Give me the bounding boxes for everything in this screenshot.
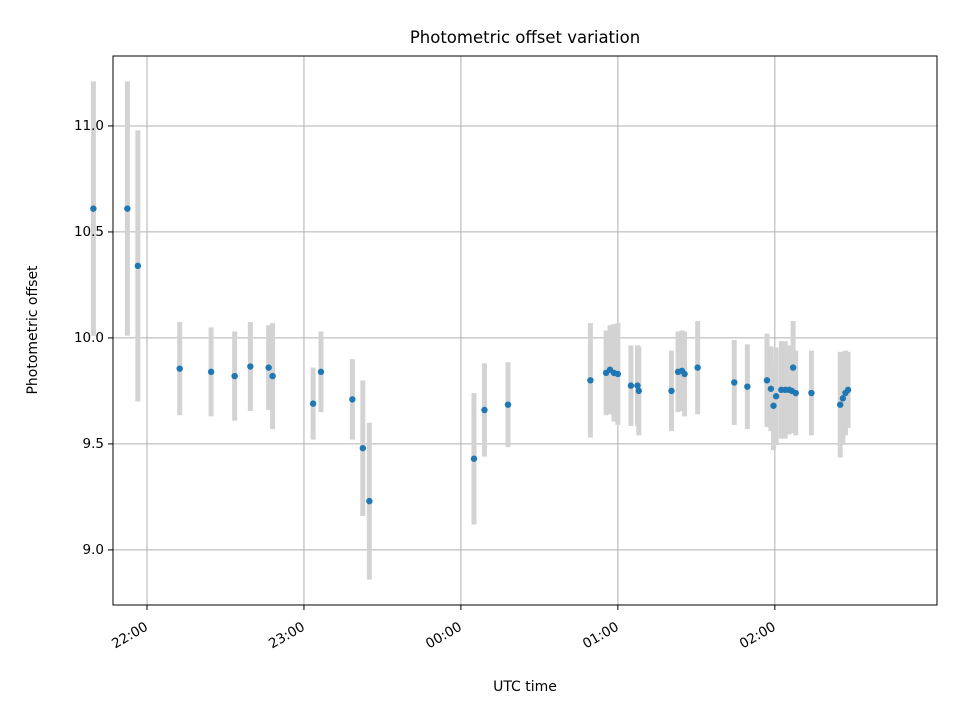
data-point [265,364,272,371]
grid-layer [113,56,937,605]
data-point [124,205,131,212]
data-point [481,406,488,414]
data-point [789,364,797,371]
data-point [269,372,276,380]
data-point [470,455,478,462]
data-point [247,363,254,370]
data-point [772,393,780,400]
data-point [634,382,641,389]
chart-title: Photometric offset variation [410,28,640,47]
plot-frame [112,55,938,606]
data-point [635,387,642,395]
data-point [844,386,852,394]
data-point [90,205,97,212]
data-point [349,396,356,403]
data-point [808,389,815,397]
data-point [792,389,799,397]
y-tick-label: 9.5 [83,436,104,452]
data-point [770,402,777,409]
data-point [767,385,775,392]
y-tick-label: 10.5 [74,224,104,240]
data-point [207,368,215,376]
y-axis-title: Photometric offset [25,265,41,395]
y-tick-label: 11.0 [74,118,104,134]
data-point [627,382,635,389]
data-point [731,379,738,386]
data-point [681,370,688,378]
data-point [176,365,183,372]
data-point [744,383,751,390]
data-point [587,377,594,384]
data-point [317,368,325,376]
data-point [359,444,367,452]
x-axis-title: UTC time [493,679,557,695]
data-point [837,401,844,408]
data-point [839,395,847,402]
y-tick-label: 9.0 [83,542,104,558]
data-point [668,387,675,395]
data-point [231,372,238,380]
y-tick-label: 10.0 [74,330,104,346]
data-point [366,497,373,505]
data-point [763,377,771,384]
point-layer [90,205,852,505]
data-point [614,370,622,378]
data-point [309,400,317,407]
data-point [134,262,142,270]
data-point [694,364,701,371]
data-point [504,401,512,408]
